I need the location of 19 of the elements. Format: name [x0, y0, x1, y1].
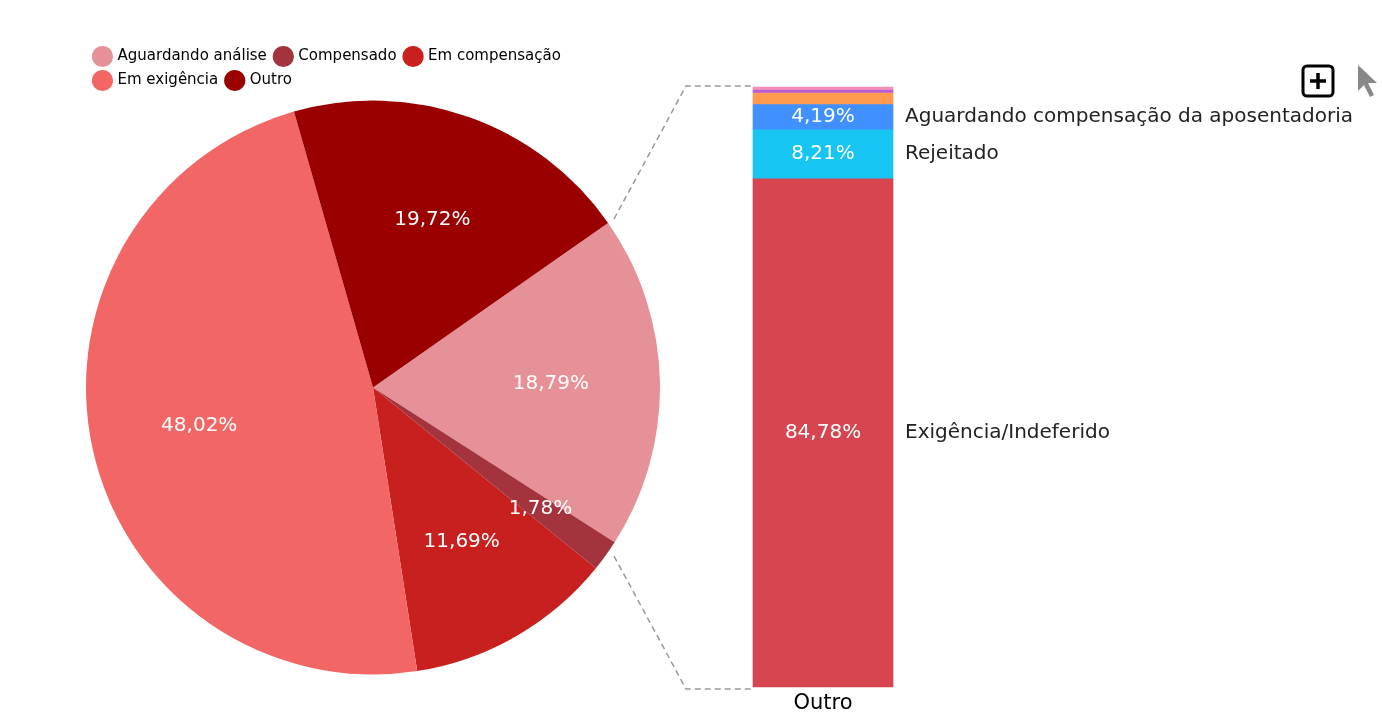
series-label: Aguardando compensação da aposentadoria [905, 102, 1353, 127]
series-label: Exigência/Indeferido [905, 418, 1110, 443]
bar [752, 92, 894, 105]
data-label: 84,78% [784, 418, 862, 443]
legend-label: Aguardando análise [117, 46, 267, 65]
data-label: 1,78% [508, 494, 573, 519]
bar [752, 128, 894, 179]
legend-label: Em compensação [428, 46, 561, 65]
series-label: Rejeitado [905, 139, 999, 164]
data-label: 19,72% [394, 205, 471, 230]
data-label: 4,19% [791, 102, 855, 127]
legend-label: Compensado [298, 46, 397, 65]
bar [752, 177, 894, 688]
data-label: 18,79% [512, 370, 590, 395]
legend-label: Outro [249, 70, 292, 89]
data-label: 8,21% [791, 139, 855, 164]
data-label: 48,02% [161, 412, 238, 436]
legend-label: Em exigência [117, 70, 219, 89]
data-label: 11,69% [423, 527, 500, 552]
